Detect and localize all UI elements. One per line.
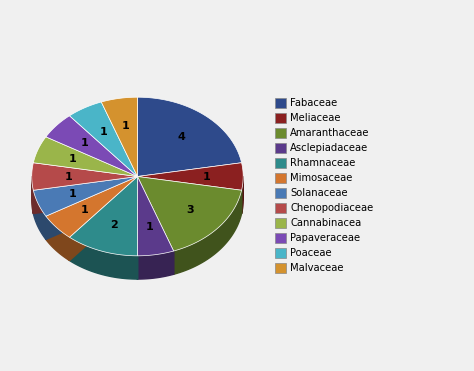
Text: 2: 2 (110, 220, 118, 230)
Polygon shape (32, 177, 33, 214)
Polygon shape (137, 177, 242, 251)
Polygon shape (33, 177, 137, 216)
Polygon shape (70, 177, 137, 256)
Text: 1: 1 (202, 171, 210, 181)
Text: 1: 1 (122, 121, 129, 131)
Polygon shape (137, 177, 242, 214)
Polygon shape (46, 177, 137, 237)
Polygon shape (137, 177, 173, 274)
Polygon shape (137, 177, 173, 274)
Polygon shape (33, 177, 137, 214)
Polygon shape (46, 177, 137, 239)
Polygon shape (32, 177, 137, 200)
Polygon shape (32, 163, 137, 190)
Polygon shape (70, 237, 137, 279)
Polygon shape (70, 177, 137, 260)
Polygon shape (46, 116, 137, 177)
Polygon shape (137, 177, 242, 214)
Polygon shape (173, 190, 242, 274)
Polygon shape (33, 190, 46, 239)
Text: 1: 1 (69, 154, 77, 164)
Polygon shape (101, 97, 137, 177)
Text: 1: 1 (146, 222, 153, 232)
Text: 1: 1 (81, 138, 89, 148)
Text: 1: 1 (69, 189, 77, 199)
Legend: Fabaceae, Meliaceae, Amaranthaceae, Asclepiadaceae, Rhamnaceae, Mimosaceae, Sola: Fabaceae, Meliaceae, Amaranthaceae, Ascl… (275, 98, 374, 273)
Text: 4: 4 (178, 132, 186, 142)
Polygon shape (46, 216, 70, 260)
Polygon shape (46, 177, 137, 239)
Text: 1: 1 (99, 127, 107, 137)
Polygon shape (137, 97, 242, 177)
Polygon shape (70, 102, 137, 177)
Polygon shape (70, 177, 137, 260)
Polygon shape (137, 177, 173, 256)
Polygon shape (33, 177, 137, 214)
Polygon shape (137, 177, 243, 200)
Text: 1: 1 (65, 171, 73, 181)
Polygon shape (33, 137, 137, 177)
Polygon shape (137, 163, 243, 190)
Polygon shape (242, 177, 243, 214)
Text: 3: 3 (186, 205, 194, 215)
Text: 1: 1 (81, 205, 89, 215)
Polygon shape (137, 251, 173, 279)
